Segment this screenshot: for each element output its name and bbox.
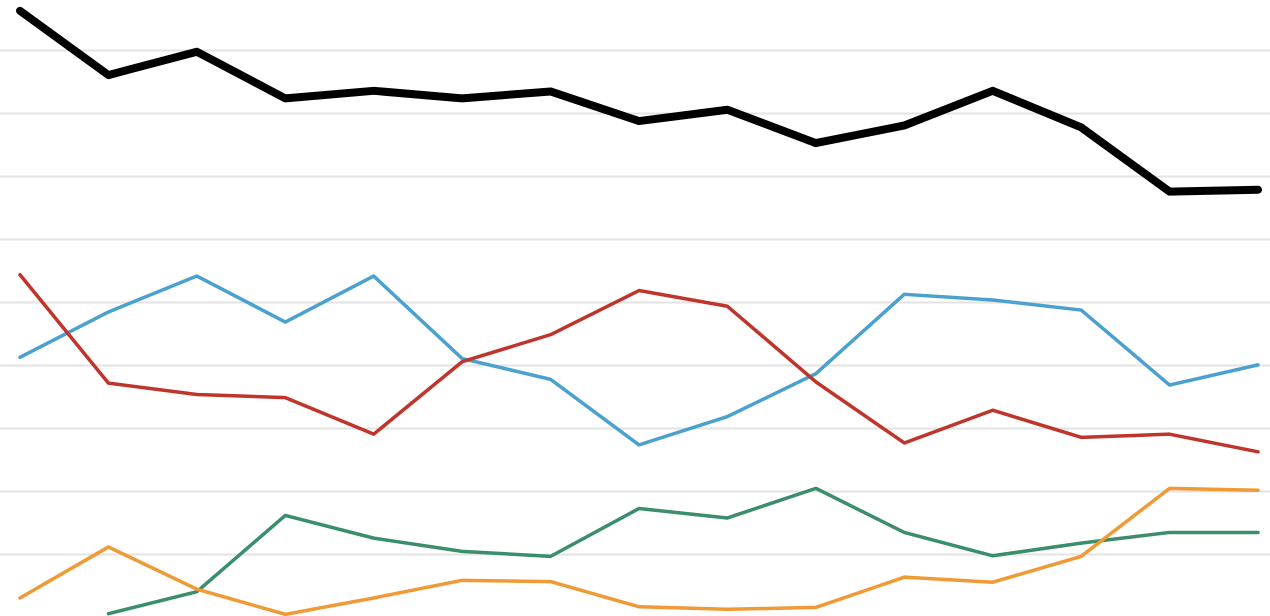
series-line-3 xyxy=(106,486,1260,616)
series-line-4 xyxy=(18,486,1260,616)
series-line-2 xyxy=(18,273,1260,454)
series-line-1 xyxy=(18,274,1260,447)
gridlines xyxy=(0,49,1270,556)
series-lines xyxy=(16,6,1262,616)
series-line-0 xyxy=(16,6,1262,196)
